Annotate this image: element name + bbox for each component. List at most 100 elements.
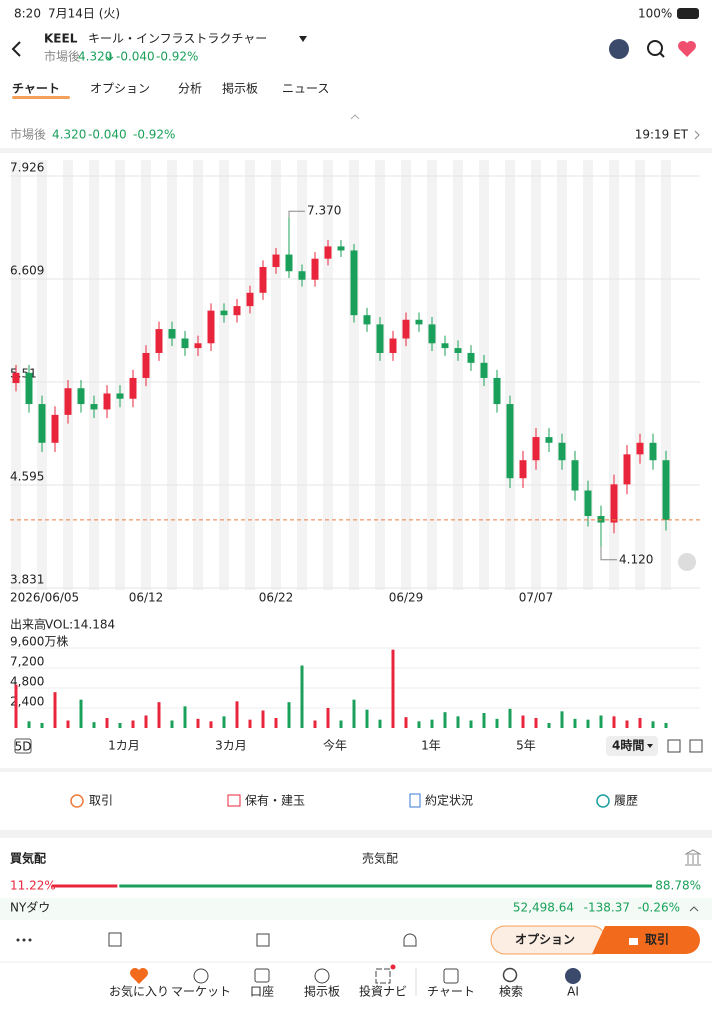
ticker-caret[interactable] [689, 906, 699, 912]
volume-bar [118, 723, 122, 728]
tab[interactable]: 掲示板 [222, 81, 258, 96]
nav-icon[interactable] [314, 968, 330, 984]
header-price: 4.320 [78, 50, 112, 64]
memo-icon[interactable] [108, 932, 122, 947]
action[interactable]: 保有・建玉 [245, 794, 305, 808]
period[interactable]: 5D [15, 740, 32, 754]
nav-label[interactable]: チャート [427, 985, 475, 999]
period[interactable]: 今年 [323, 738, 347, 753]
action[interactable]: 取引 [89, 794, 113, 808]
session-band [557, 160, 567, 590]
nav-icon[interactable] [254, 968, 270, 983]
period[interactable]: 3カ月 [215, 739, 247, 753]
back-button[interactable] [11, 41, 21, 57]
candle-type-icon[interactable] [667, 739, 681, 753]
more-dot[interactable] [28, 938, 32, 942]
candle-body [155, 329, 163, 353]
nav-icon[interactable] [502, 967, 518, 983]
trade-button-label[interactable]: 取引 [645, 933, 669, 947]
candle-body [194, 343, 202, 349]
candle-body [272, 254, 280, 268]
candle-body [363, 315, 371, 325]
tab[interactable]: ニュース [282, 82, 329, 96]
volume-bar [222, 716, 226, 728]
annotation-leader [600, 546, 617, 561]
nav-icon[interactable] [193, 968, 209, 984]
candle-body [428, 324, 436, 344]
candle-body [51, 414, 59, 443]
nav-icon[interactable] [130, 968, 148, 984]
nav-label[interactable]: 掲示板 [304, 984, 340, 999]
more-dot[interactable] [22, 938, 26, 942]
tab-active[interactable]: チャート [12, 82, 60, 96]
candle-body [142, 352, 150, 378]
nav-label[interactable]: 検索 [499, 985, 523, 999]
trade-button[interactable] [592, 926, 700, 954]
volume-bar [326, 708, 330, 728]
bank-icon[interactable] [684, 849, 702, 866]
nav-icon[interactable] [375, 968, 391, 984]
favorite-icon[interactable] [678, 40, 697, 57]
period-active-bg[interactable] [606, 736, 658, 756]
x-tick-label: 06/22 [259, 591, 294, 605]
company-name[interactable]: キール・インフラストラクチャー [88, 32, 267, 46]
candle-body [64, 388, 72, 415]
collapse-caret[interactable] [350, 114, 360, 120]
session-band [297, 160, 307, 590]
candle-body [168, 329, 176, 339]
layout-icon[interactable] [689, 739, 703, 753]
volume-bar [625, 720, 629, 728]
action[interactable]: 履歴 [614, 794, 638, 808]
nav-badge [390, 964, 396, 970]
candle-body [519, 460, 527, 479]
more-dot[interactable] [16, 938, 20, 942]
alert-icon[interactable] [403, 933, 417, 947]
nav-label[interactable]: 口座 [250, 984, 274, 999]
candle-body [38, 404, 46, 443]
volume-bar [495, 718, 499, 728]
period-5d-box[interactable] [14, 738, 32, 754]
session-band [349, 160, 359, 590]
tab[interactable]: 分析 [178, 82, 202, 96]
index-change: -138.37 [584, 901, 630, 915]
nav-label[interactable]: マーケット [171, 985, 231, 999]
candle-body [25, 372, 33, 405]
session-band [89, 160, 99, 590]
session-band [323, 160, 333, 590]
y-tick-label: 6.609 [10, 263, 44, 277]
bid-pct: 11.22% [10, 879, 56, 893]
period[interactable]: 5年 [516, 739, 536, 753]
volume-bar [183, 706, 187, 728]
period[interactable]: 1年 [421, 739, 441, 753]
nav-label[interactable]: AI [567, 985, 579, 999]
option-button-label[interactable]: オプション [515, 932, 575, 947]
share-icon[interactable] [256, 933, 270, 947]
nav-label-active[interactable]: お気に入り [109, 984, 169, 999]
nav-icon[interactable] [443, 968, 459, 984]
reset-icon[interactable] [678, 553, 696, 571]
candle-body [324, 246, 332, 259]
dropdown-icon [299, 36, 307, 42]
volume-bar [79, 699, 83, 728]
candle-body [506, 404, 514, 479]
volume-bar [586, 719, 590, 728]
volume-bar [365, 709, 369, 728]
period[interactable]: 1カ月 [108, 739, 140, 753]
x-tick-label: 06/12 [129, 591, 164, 605]
search-icon[interactable] [647, 40, 663, 56]
period-active[interactable]: 4時間 [612, 738, 644, 753]
ticker: KEEL [44, 32, 78, 46]
tab[interactable]: オプション [90, 82, 150, 96]
volume-bar [664, 723, 668, 728]
candle-body [233, 306, 241, 316]
nav-icon[interactable] [565, 968, 581, 984]
quote-price: 4.320 [52, 128, 86, 142]
ai-icon[interactable] [609, 39, 629, 59]
search-handle [659, 52, 665, 58]
divider [0, 830, 712, 838]
status-time: 8:20 [14, 7, 41, 21]
quote-change-pct: -0.92% [133, 128, 175, 142]
nav-label[interactable]: 投資ナビ [359, 984, 407, 999]
action[interactable]: 約定状況 [425, 793, 473, 808]
volume-bar [651, 721, 655, 728]
